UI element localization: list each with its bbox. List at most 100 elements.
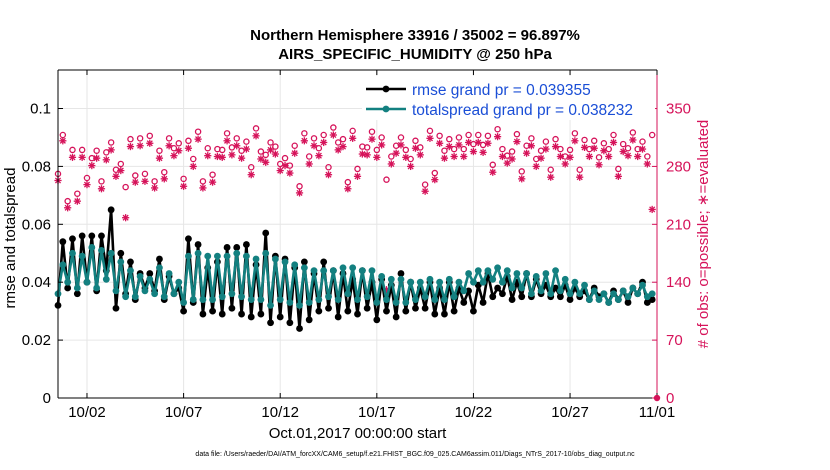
totalspread-point: [576, 290, 584, 298]
evaluated-obs-point: [460, 152, 468, 161]
totalspread-point: [257, 296, 265, 303]
possible-obs-point: [610, 131, 617, 139]
evaluated-obs-point: [566, 153, 574, 161]
totalspread-point: [59, 261, 67, 269]
totalspread-point: [552, 267, 559, 275]
possible-obs-point: [175, 140, 183, 147]
totalspread-point: [383, 296, 390, 303]
evaluated-obs-point: [416, 151, 424, 159]
possible-obs-point: [373, 146, 381, 154]
totalspread-point: [281, 258, 289, 266]
totalspread-point: [445, 275, 453, 283]
rmse-point: [69, 235, 76, 243]
totalspread-point: [305, 299, 313, 306]
y-tick-label: 0.08: [22, 158, 51, 175]
totalspread-point: [296, 301, 303, 309]
rmse-point: [296, 325, 303, 332]
evaluated-obs-point: [402, 153, 410, 161]
rmse-point: [180, 307, 187, 315]
totalspread-point: [199, 296, 207, 303]
evaluated-obs-point: [93, 154, 101, 162]
rmse-point: [412, 304, 419, 312]
evaluated-obs-point: [551, 142, 560, 151]
possible-obs-point: [233, 135, 240, 142]
evaluated-obs-point: [561, 160, 569, 168]
totalspread-point: [339, 264, 347, 272]
possible-obs-point: [475, 131, 482, 139]
evaluated-obs-point: [295, 189, 304, 197]
evaluated-obs-point: [117, 166, 125, 175]
x-tick-label: 10/12: [261, 404, 299, 421]
evaluated-obs-point: [373, 153, 381, 161]
totalspread-point: [378, 273, 386, 280]
rmse-point: [194, 241, 202, 248]
totalspread-point: [634, 290, 642, 298]
evaluated-obs-point: [445, 142, 453, 151]
totalspread-point: [180, 299, 187, 306]
rmse-point: [156, 255, 163, 263]
evaluated-obs-point: [571, 137, 579, 145]
evaluated-obs-point: [165, 142, 173, 150]
chart-title: Northern Hemisphere 33916 / 35002 = 96.8…: [250, 27, 580, 44]
totalspread-point: [122, 293, 130, 301]
totalspread-point: [300, 264, 308, 272]
evaluated-obs-point: [88, 162, 96, 170]
evaluated-obs-point: [431, 176, 439, 184]
totalspread-point: [141, 287, 149, 295]
rmse-point: [262, 229, 270, 237]
possible-obs-point: [243, 138, 250, 145]
possible-obs-point: [508, 148, 516, 155]
totalspread-point: [78, 252, 86, 260]
evaluated-obs-point: [624, 152, 632, 160]
evaluated-obs-point: [363, 151, 371, 159]
evaluated-obs-point: [179, 182, 188, 190]
totalspread-point: [537, 287, 545, 295]
possible-obs-point: [503, 152, 511, 159]
y2-tick-label: 70: [666, 332, 683, 349]
evaluated-obs-point: [262, 158, 270, 166]
totalspread-point: [242, 252, 250, 260]
totalspread-point: [354, 296, 361, 303]
totalspread-point: [474, 267, 482, 275]
possible-obs-point: [257, 148, 265, 155]
rmse-point: [499, 290, 506, 298]
possible-obs-point: [402, 146, 410, 154]
evaluated-obs-point: [291, 149, 299, 157]
possible-obs-point: [194, 128, 202, 135]
totalspread-point: [470, 278, 477, 286]
y-tick-label: 0.04: [22, 274, 51, 291]
evaluated-obs-point: [112, 172, 120, 180]
totalspread-point: [102, 275, 110, 283]
rmse-point: [494, 284, 501, 292]
possible-obs-point: [392, 142, 400, 150]
rmse-point: [300, 258, 308, 266]
totalspread-point: [320, 267, 328, 275]
totalspread-point: [223, 252, 231, 260]
evaluated-obs-point: [122, 214, 130, 222]
rmse-point: [185, 235, 192, 243]
totalspread-point: [151, 290, 159, 298]
totalspread-point: [629, 284, 637, 292]
evaluated-obs-point: [223, 137, 231, 145]
totalspread-point: [542, 270, 550, 277]
totalspread-point: [590, 287, 598, 295]
evaluated-obs-point: [590, 144, 598, 152]
x-tick-label: 10/17: [358, 404, 396, 421]
chart-subtitle: AIRS_SPECIFIC_HUMIDITY @ 250 hPa: [278, 46, 552, 63]
possible-obs-point: [455, 134, 463, 141]
rmse-point: [209, 307, 216, 315]
possible-obs-point: [185, 137, 192, 145]
totalspread-point: [412, 296, 419, 303]
possible-obs-point: [499, 145, 506, 153]
evaluated-obs-point: [286, 169, 294, 177]
evaluated-obs-point: [310, 142, 318, 150]
rmse-point: [228, 304, 236, 312]
rmse-point: [489, 293, 497, 301]
possible-obs-point: [465, 131, 472, 139]
possible-obs-point: [441, 147, 448, 154]
evaluated-obs-point: [257, 155, 265, 163]
rmse-point: [441, 310, 448, 318]
rmse-point: [320, 258, 328, 266]
evaluated-obs-point: [436, 139, 444, 147]
totalspread-point: [363, 293, 371, 301]
